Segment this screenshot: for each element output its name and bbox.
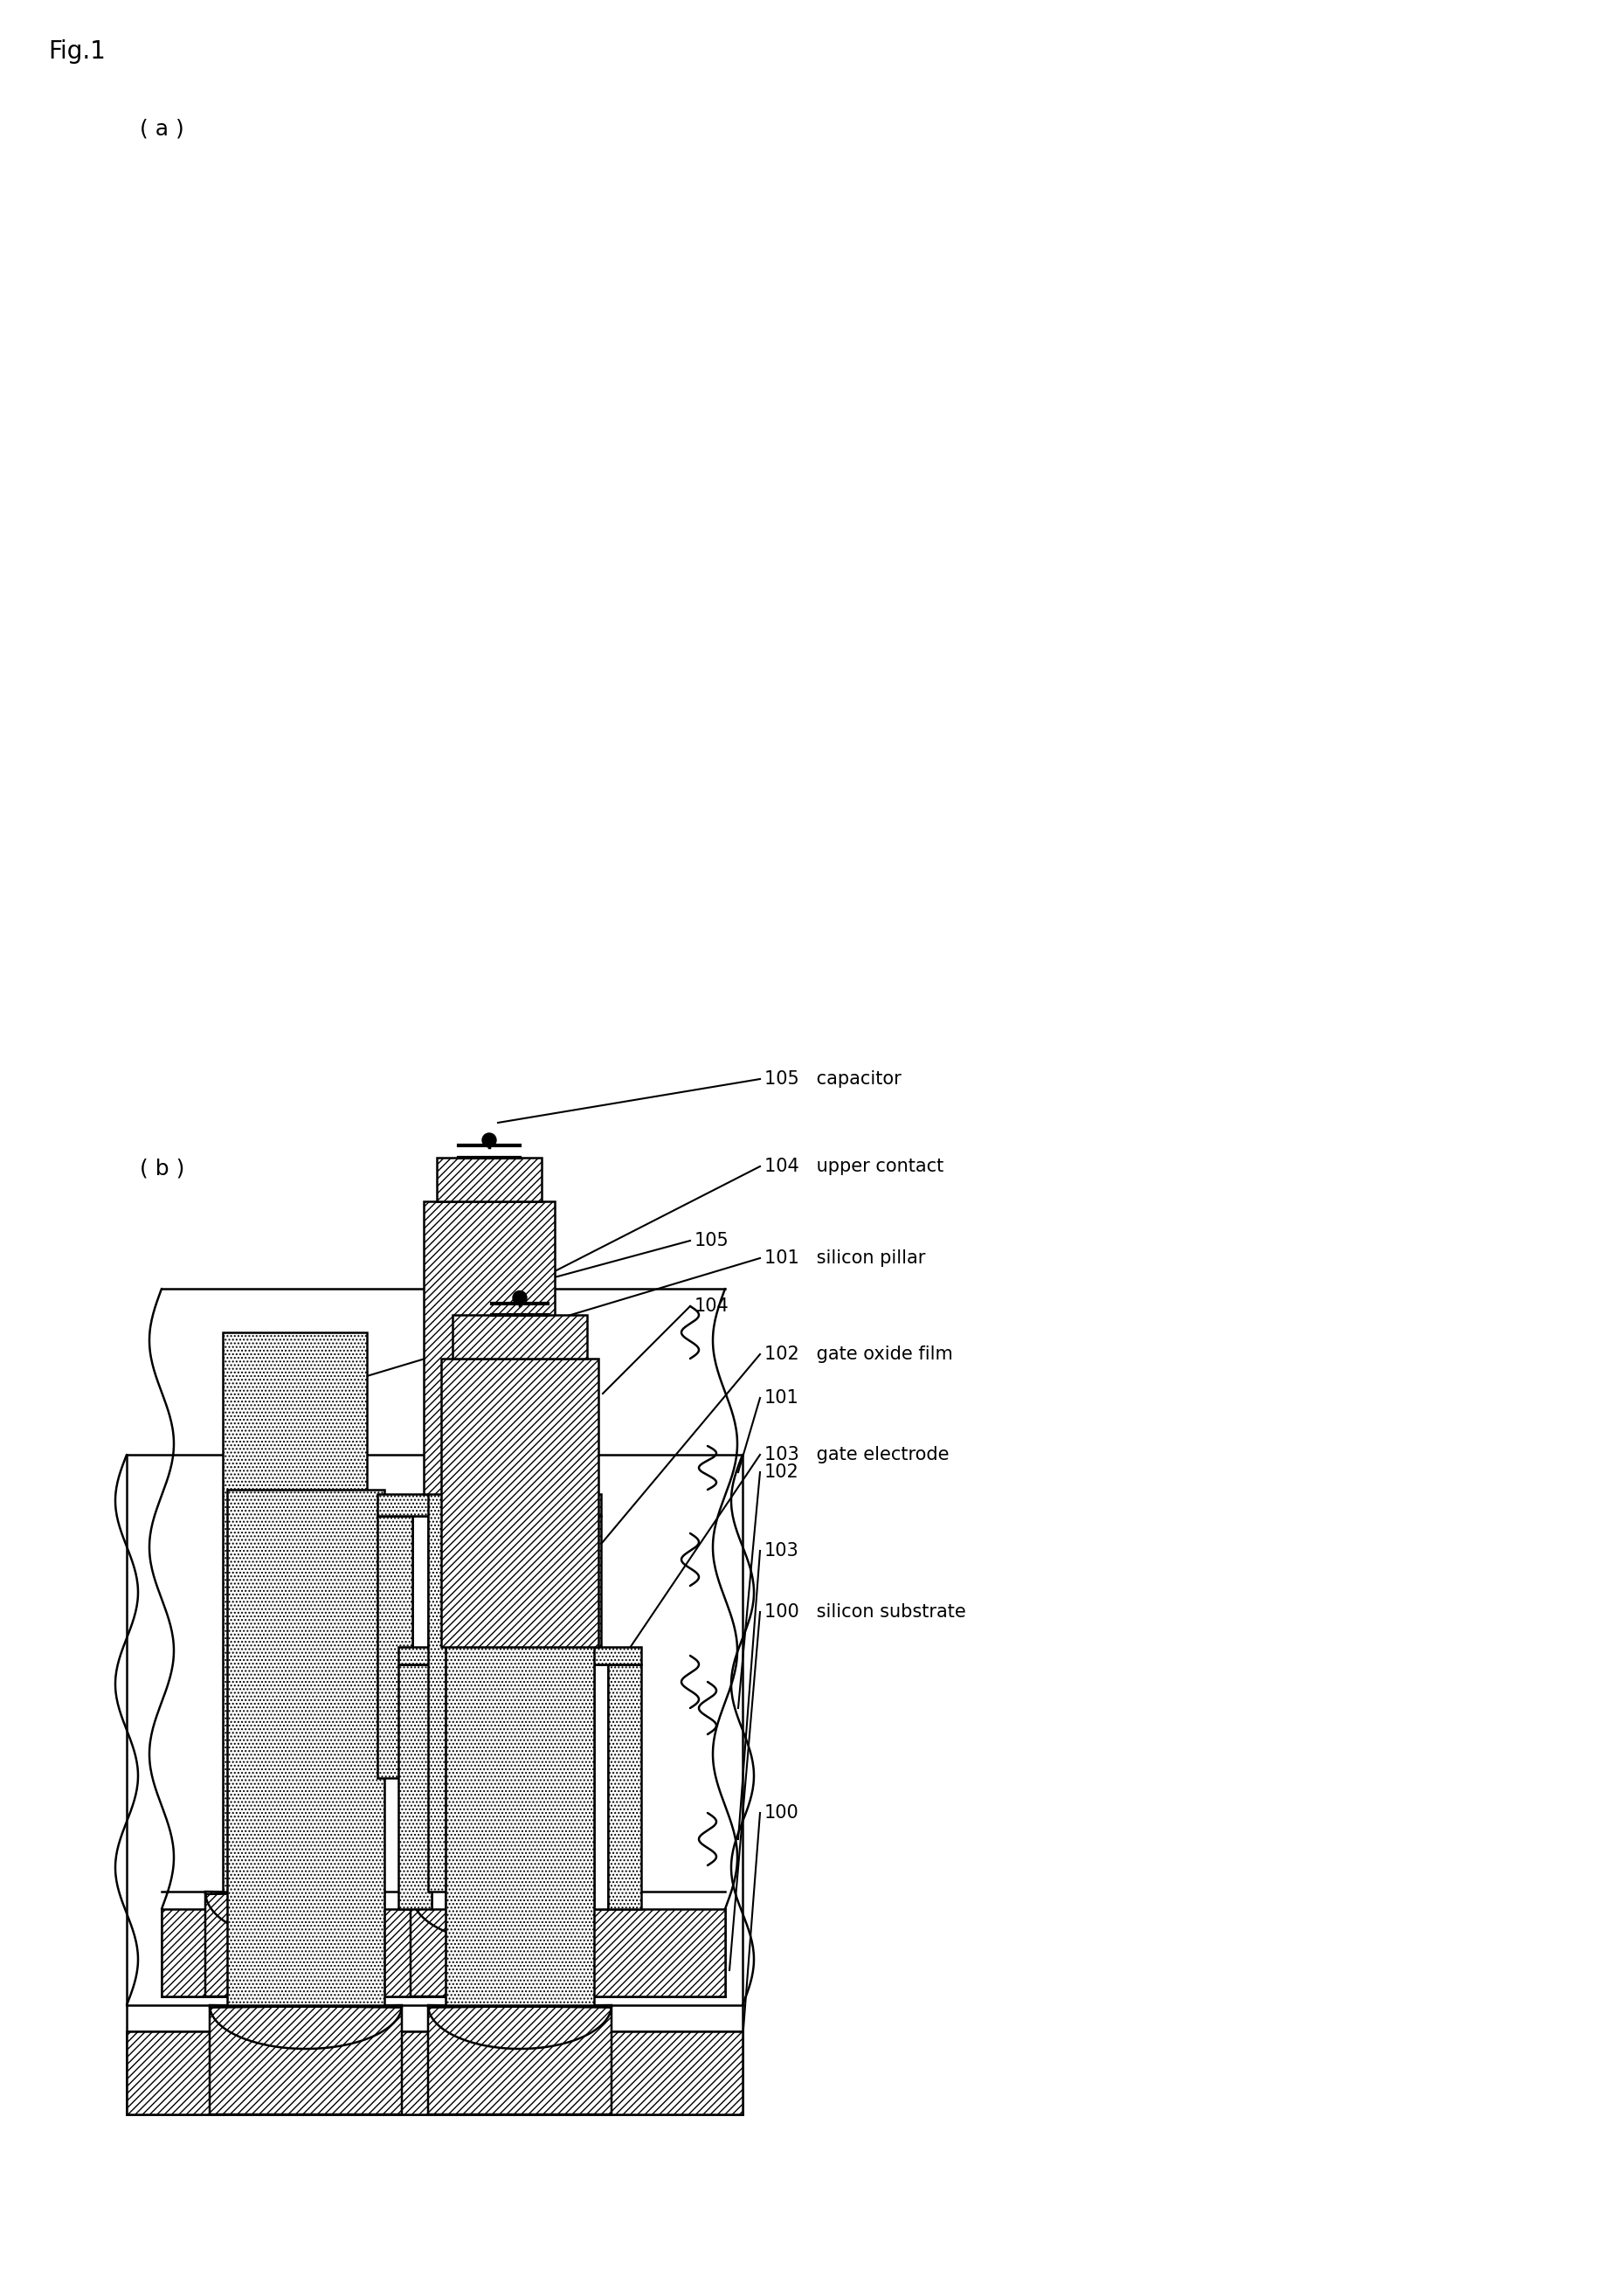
Bar <box>453 1316 586 1359</box>
Text: ( b ): ( b ) <box>140 1158 185 1179</box>
Bar <box>227 1491 385 2005</box>
Text: 102   gate oxide film: 102 gate oxide film <box>765 1345 953 1363</box>
Bar <box>424 1202 555 1493</box>
Text: 102: 102 <box>765 1463 799 1482</box>
Text: 101: 101 <box>765 1388 799 1407</box>
Bar <box>162 1288 724 1910</box>
Text: 105: 105 <box>695 1231 729 1250</box>
Bar <box>567 1516 601 1778</box>
Bar <box>429 1331 551 1891</box>
Bar <box>127 1454 742 2114</box>
Text: 103   gate electrode: 103 gate electrode <box>765 1445 948 1463</box>
Polygon shape <box>429 2005 612 2114</box>
Polygon shape <box>411 1891 568 1996</box>
Text: 104   upper contact: 104 upper contact <box>765 1158 944 1174</box>
Bar <box>445 1491 594 2005</box>
Bar <box>162 1910 724 1996</box>
Text: 104: 104 <box>695 1297 729 1316</box>
Bar <box>437 1158 542 1202</box>
Bar <box>594 1664 607 1910</box>
Bar <box>127 2032 742 2114</box>
Text: ( a ): ( a ) <box>140 118 184 139</box>
Bar <box>398 1664 432 1910</box>
Bar <box>377 1493 601 1516</box>
Circle shape <box>513 1290 526 1304</box>
Text: 105   capacitor: 105 capacitor <box>765 1070 901 1088</box>
Circle shape <box>482 1133 497 1147</box>
Bar <box>377 1516 412 1778</box>
Text: 100: 100 <box>765 1805 799 1821</box>
Polygon shape <box>205 1891 385 1996</box>
Polygon shape <box>209 2005 401 2114</box>
Text: 103: 103 <box>765 1543 799 1559</box>
Text: 100   silicon substrate: 100 silicon substrate <box>765 1602 966 1621</box>
Bar <box>607 1664 641 1910</box>
Bar <box>222 1331 367 1891</box>
Bar <box>432 1664 445 1910</box>
Bar <box>442 1359 598 1648</box>
Text: 101   silicon pillar: 101 silicon pillar <box>765 1250 926 1268</box>
Bar <box>398 1648 641 1664</box>
Bar <box>551 1516 567 1778</box>
Bar <box>412 1516 429 1778</box>
Text: Fig.1: Fig.1 <box>49 39 106 64</box>
